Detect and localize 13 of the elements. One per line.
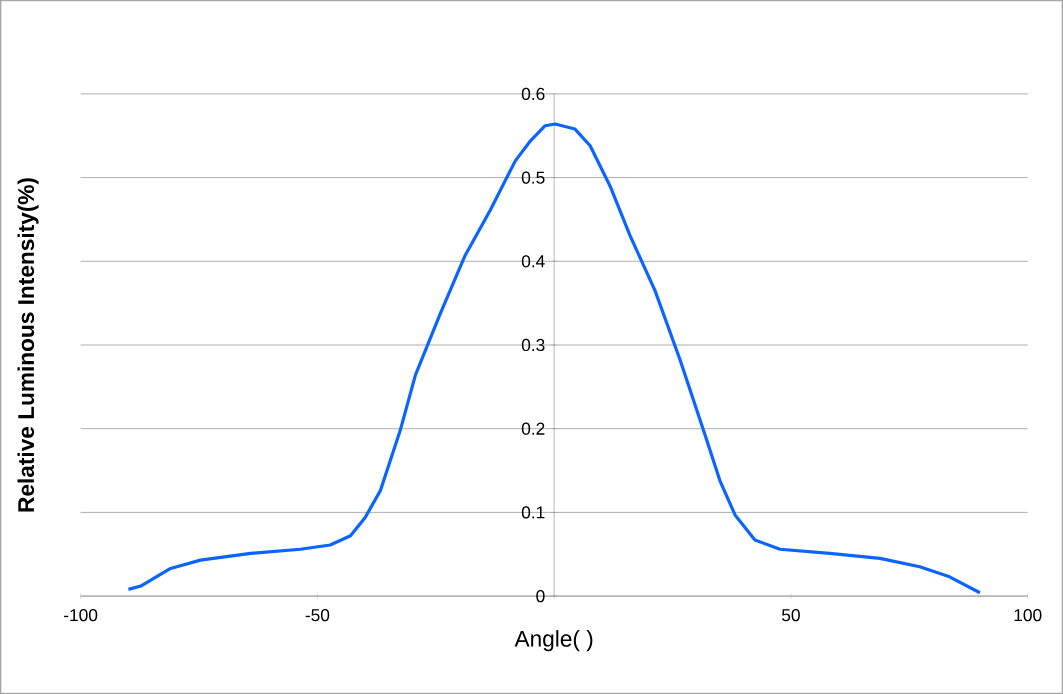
y-tick-label: 0.5: [521, 171, 545, 184]
y-tick-label: 0.2: [521, 422, 545, 435]
x-tick-label: 100: [1014, 608, 1042, 622]
x-tick-label: -50: [305, 608, 330, 622]
y-tick-label: 0.3: [521, 338, 545, 352]
x-tick-label: -100: [64, 608, 98, 622]
y-tick-label: 0: [536, 589, 545, 603]
y-tick-label: 0.4: [521, 255, 545, 268]
x-axis-title: Angle( ): [514, 630, 593, 652]
x-tick-label: 50: [781, 608, 800, 622]
y-tick-label: 0.1: [521, 506, 545, 519]
y-tick-label: 0.6: [521, 87, 545, 101]
y-axis-title: Relative Luminous Intensity(%): [17, 178, 39, 512]
